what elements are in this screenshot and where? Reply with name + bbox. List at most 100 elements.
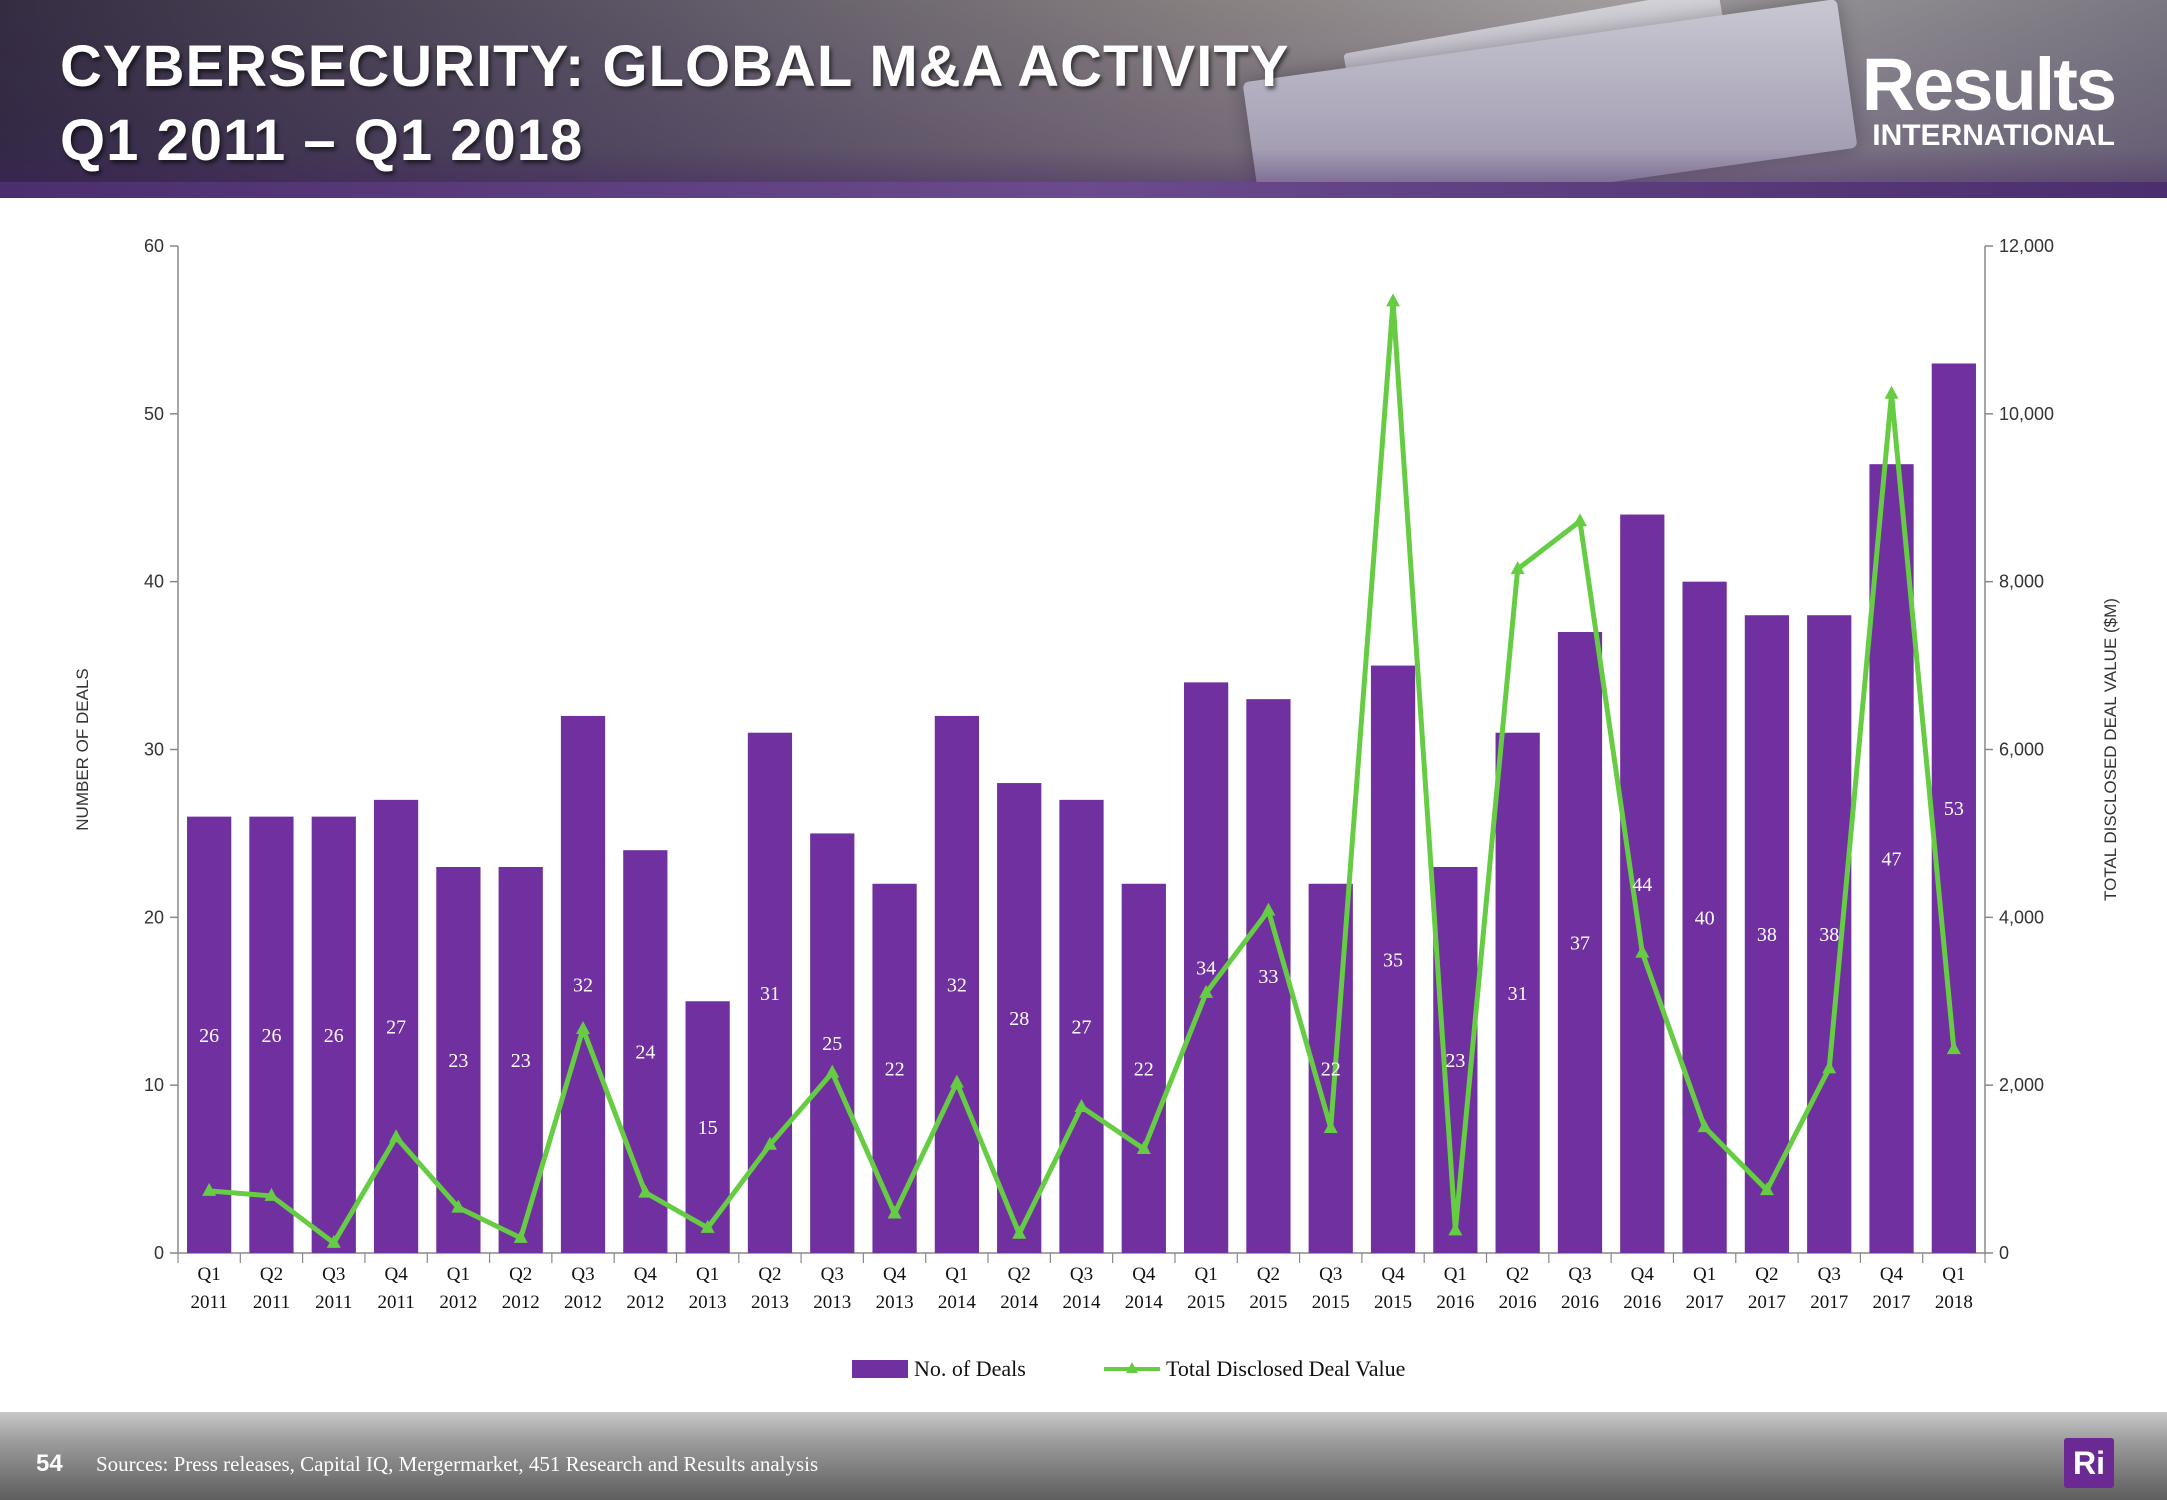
right-y-tick-label: 4,000 xyxy=(1999,907,2044,927)
x-tick-label-year: 2011 xyxy=(377,1292,414,1313)
bar-data-label: 32 xyxy=(573,974,593,996)
background-photo-document xyxy=(1242,0,1858,198)
x-tick-label-year: 2014 xyxy=(938,1292,977,1313)
bar-data-label: 31 xyxy=(1508,983,1528,1005)
x-tick-label-year: 2017 xyxy=(1810,1292,1848,1313)
legend-swatch-deals xyxy=(852,1360,908,1378)
ri-badge-logo: Ri xyxy=(2064,1438,2114,1488)
bar-data-label: 15 xyxy=(698,1117,718,1139)
x-tick-label-quarter: Q1 xyxy=(1195,1264,1218,1285)
x-tick-label-year: 2015 xyxy=(1312,1292,1350,1313)
bar-data-label: 25 xyxy=(822,1033,842,1055)
bar-data-label: 26 xyxy=(199,1025,219,1047)
x-tick-label-year: 2013 xyxy=(689,1292,727,1313)
bar xyxy=(872,883,917,1253)
deal-value-marker xyxy=(202,1182,217,1196)
logo-word-international: INTERNATIONAL xyxy=(1872,119,2115,152)
bar xyxy=(1059,799,1104,1253)
bar-data-label: 32 xyxy=(947,974,967,996)
x-tick-label-quarter: Q3 xyxy=(1319,1264,1342,1285)
bar-data-label: 37 xyxy=(1570,933,1590,955)
left-y-tick-label: 60 xyxy=(144,236,164,256)
deal-value-marker xyxy=(1822,1060,1837,1074)
deal-value-marker xyxy=(326,1234,341,1248)
page-number: 54 xyxy=(36,1450,63,1477)
bar xyxy=(1620,514,1665,1253)
deal-value-marker xyxy=(1386,293,1401,307)
bar-data-label: 38 xyxy=(1819,924,1839,946)
bar-data-label: 23 xyxy=(511,1050,531,1072)
x-tick-label-year: 2017 xyxy=(1686,1292,1724,1313)
deal-value-marker xyxy=(1946,1041,1961,1055)
left-y-tick-label: 50 xyxy=(144,404,164,424)
bar xyxy=(997,783,1042,1253)
x-tick-label-year: 2016 xyxy=(1561,1292,1599,1313)
bar-data-label: 28 xyxy=(1009,1008,1029,1030)
right-y-tick-label: 8,000 xyxy=(1999,572,2044,592)
x-tick-label-quarter: Q1 xyxy=(696,1264,719,1285)
bar xyxy=(1495,732,1540,1253)
x-tick-label-quarter: Q1 xyxy=(1444,1264,1467,1285)
x-tick-label-year: 2012 xyxy=(626,1292,664,1313)
bar-data-label: 26 xyxy=(324,1025,344,1047)
legend-label-value: Total Disclosed Deal Value xyxy=(1166,1356,1405,1381)
bar-data-label: 24 xyxy=(635,1042,655,1064)
bar xyxy=(810,833,855,1253)
bar-data-label: 47 xyxy=(1882,849,1902,871)
x-tick-label-year: 2014 xyxy=(1000,1292,1039,1313)
x-tick-label-quarter: Q2 xyxy=(1257,1264,1280,1285)
bar-data-label: 53 xyxy=(1944,798,1964,820)
sources-note: Sources: Press releases, Capital IQ, Mer… xyxy=(96,1452,819,1476)
x-tick-label-year: 2013 xyxy=(876,1292,914,1313)
x-tick-label-year: 2016 xyxy=(1623,1292,1661,1313)
x-tick-label-quarter: Q4 xyxy=(1880,1264,1904,1285)
right-y-tick-label: 2,000 xyxy=(1999,1075,2044,1095)
bar-data-label: 23 xyxy=(448,1050,468,1072)
x-tick-label-quarter: Q2 xyxy=(260,1264,283,1285)
x-tick-label-quarter: Q2 xyxy=(1755,1264,1778,1285)
right-y-tick-label: 0 xyxy=(1999,1243,2009,1263)
bar xyxy=(1557,632,1603,1253)
bar-data-label: 34 xyxy=(1196,958,1216,980)
right-y-axis-title: TOTAL DISCLOSED DEAL VALUE ($M) xyxy=(2101,598,2120,901)
x-tick-label-quarter: Q2 xyxy=(509,1264,532,1285)
x-tick-label-quarter: Q3 xyxy=(821,1264,844,1285)
deal-value-marker xyxy=(1697,1119,1712,1133)
x-tick-label-quarter: Q1 xyxy=(198,1264,221,1285)
chart: 0 10 20 30 40 50 60 0 2,000 4,000 6,000 8,000 10,000… xyxy=(73,236,2120,1381)
x-tick-label-quarter: Q3 xyxy=(571,1264,594,1285)
deal-value-marker xyxy=(1572,513,1587,527)
x-tick-label-quarter: Q2 xyxy=(1008,1264,1031,1285)
deal-value-marker xyxy=(451,1199,466,1213)
x-tick-label-quarter: Q3 xyxy=(1568,1264,1591,1285)
x-tick-label-quarter: Q4 xyxy=(634,1264,658,1285)
x-tick-label-quarter: Q4 xyxy=(384,1264,408,1285)
logo-word-results: Results xyxy=(1861,43,2117,126)
x-tick-label-quarter: Q3 xyxy=(322,1264,345,1285)
bar xyxy=(1869,464,1914,1253)
deal-value-marker xyxy=(576,1020,591,1034)
bar-data-label: 27 xyxy=(1072,1016,1092,1038)
bar-data-label: 33 xyxy=(1258,966,1278,988)
header-banner: CYBERSECURITY: GLOBAL M&A ACTIVITY Q1 20… xyxy=(0,0,2167,198)
deal-value-marker xyxy=(1323,1119,1338,1133)
deal-value-marker xyxy=(825,1064,840,1078)
left-y-tick-label: 40 xyxy=(144,572,164,592)
deal-value-marker xyxy=(1012,1225,1027,1239)
legend-label-deals: No. of Deals xyxy=(914,1356,1026,1381)
x-tick-label-year: 2012 xyxy=(439,1292,477,1313)
deal-value-marker xyxy=(1759,1182,1774,1196)
x-tick-label-quarter: Q1 xyxy=(945,1264,968,1285)
deal-value-marker xyxy=(513,1229,528,1243)
x-tick-label-year: 2018 xyxy=(1935,1292,1973,1313)
title-line-1: CYBERSECURITY: GLOBAL M&A ACTIVITY xyxy=(60,34,1290,99)
x-tick-label-year: 2016 xyxy=(1436,1292,1474,1313)
bar-data-label: 22 xyxy=(885,1058,905,1080)
x-tick-label-year: 2011 xyxy=(253,1292,290,1313)
x-tick-label-quarter: Q1 xyxy=(1942,1264,1965,1285)
x-tick-label-year: 2013 xyxy=(813,1292,851,1313)
bar xyxy=(249,816,294,1253)
x-tick-label-quarter: Q1 xyxy=(447,1264,470,1285)
bar xyxy=(187,816,232,1253)
x-tick-label-quarter: Q3 xyxy=(1818,1264,1841,1285)
